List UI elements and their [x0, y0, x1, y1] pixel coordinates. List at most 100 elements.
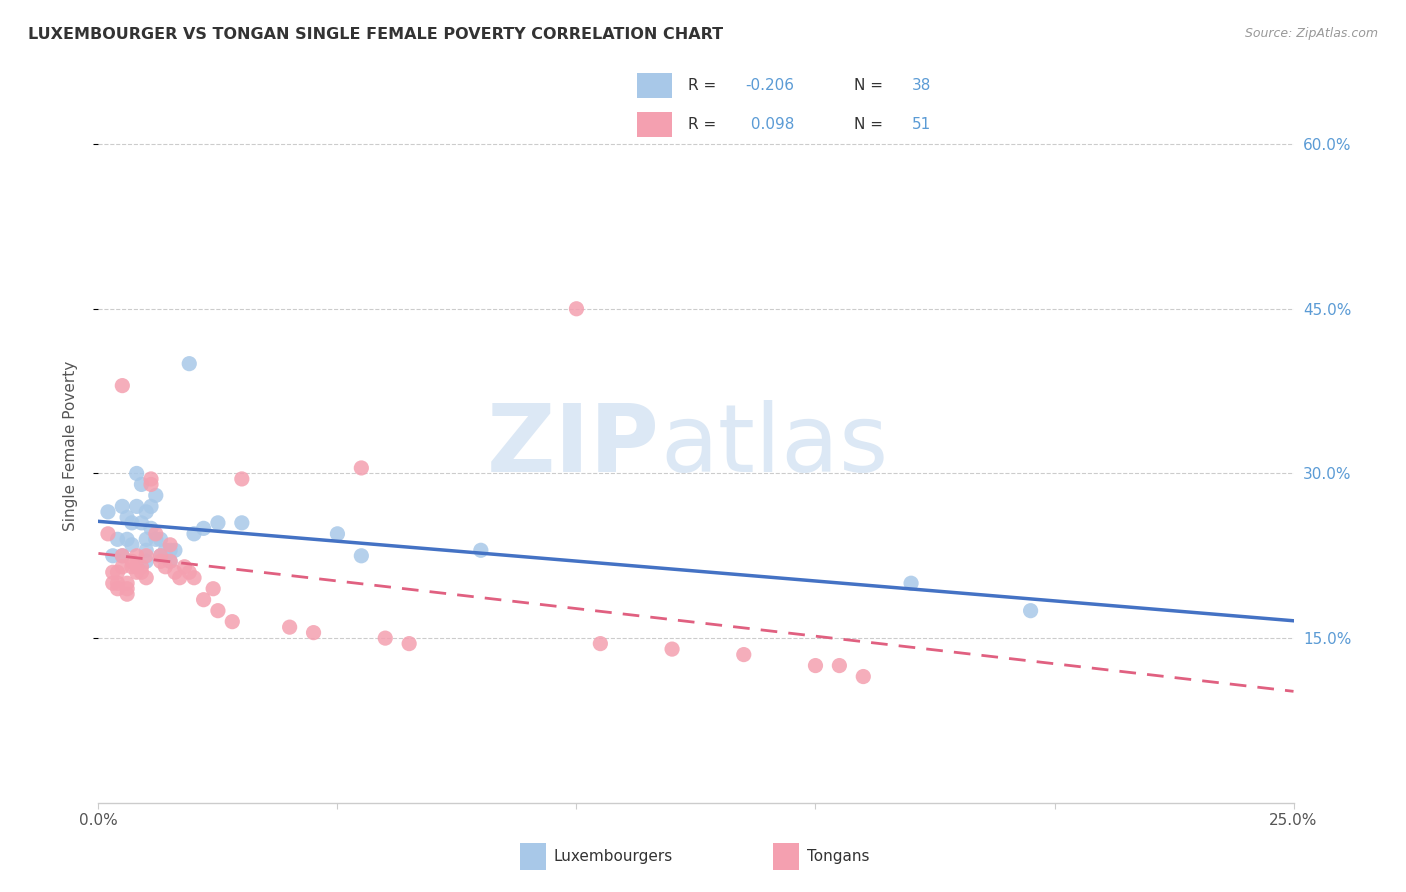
Point	[139, 472, 162, 486]
Point	[231, 472, 253, 486]
Point	[149, 554, 172, 568]
Point	[589, 637, 612, 651]
Text: ZIP: ZIP	[488, 400, 661, 492]
Point	[121, 516, 143, 530]
Point	[139, 477, 162, 491]
Point	[135, 571, 157, 585]
Point	[155, 559, 177, 574]
Point	[111, 549, 134, 563]
Point	[121, 559, 143, 574]
Point	[101, 549, 124, 563]
Point	[179, 357, 201, 371]
Point	[115, 533, 138, 547]
Point	[202, 582, 225, 596]
Point	[107, 566, 129, 580]
Point	[900, 576, 922, 591]
Text: R =: R =	[688, 117, 721, 132]
Point	[121, 538, 143, 552]
Point	[155, 549, 177, 563]
Point	[183, 571, 205, 585]
Point	[179, 566, 201, 580]
Point	[565, 301, 588, 316]
Point	[111, 559, 134, 574]
Point	[145, 533, 167, 547]
Point	[111, 378, 134, 392]
Point	[131, 566, 153, 580]
Point	[115, 576, 138, 591]
Point	[97, 505, 120, 519]
Point	[111, 549, 134, 563]
Point	[173, 559, 195, 574]
Point	[470, 543, 492, 558]
Point	[125, 549, 148, 563]
Point	[107, 582, 129, 596]
Point	[159, 554, 181, 568]
Point	[149, 533, 172, 547]
Point	[135, 543, 157, 558]
Point	[125, 559, 148, 574]
Point	[193, 521, 215, 535]
Text: Luxembourgers: Luxembourgers	[554, 849, 673, 863]
Point	[193, 592, 215, 607]
Bar	[637, 112, 672, 137]
Point	[111, 500, 134, 514]
Point	[350, 549, 373, 563]
Point	[121, 554, 143, 568]
Point	[131, 477, 153, 491]
Text: LUXEMBOURGER VS TONGAN SINGLE FEMALE POVERTY CORRELATION CHART: LUXEMBOURGER VS TONGAN SINGLE FEMALE POV…	[28, 27, 723, 42]
Y-axis label: Single Female Poverty: Single Female Poverty	[63, 361, 77, 531]
Point	[145, 526, 167, 541]
Point	[107, 576, 129, 591]
Bar	[637, 72, 672, 98]
Point	[163, 543, 186, 558]
Point	[149, 549, 172, 563]
Point	[155, 543, 177, 558]
Point	[145, 488, 167, 502]
Point	[302, 625, 325, 640]
Text: Tongans: Tongans	[807, 849, 869, 863]
Text: Source: ZipAtlas.com: Source: ZipAtlas.com	[1244, 27, 1378, 40]
Point	[398, 637, 420, 651]
Point	[131, 559, 153, 574]
Point	[125, 566, 148, 580]
Point	[231, 516, 253, 530]
Point	[135, 549, 157, 563]
Point	[107, 533, 129, 547]
Point	[101, 566, 124, 580]
Point	[135, 554, 157, 568]
Point	[374, 631, 396, 645]
Point	[828, 658, 851, 673]
Text: 0.098: 0.098	[745, 117, 794, 132]
Point	[207, 516, 229, 530]
Text: 38: 38	[911, 78, 931, 93]
Text: atlas: atlas	[661, 400, 889, 492]
Point	[115, 510, 138, 524]
Point	[131, 516, 153, 530]
Point	[125, 467, 148, 481]
Point	[135, 533, 157, 547]
Point	[149, 549, 172, 563]
Point	[115, 582, 138, 596]
Text: -0.206: -0.206	[745, 78, 794, 93]
Point	[115, 587, 138, 601]
Point	[183, 526, 205, 541]
Point	[1019, 604, 1042, 618]
Point	[159, 543, 181, 558]
Point	[97, 526, 120, 541]
Point	[139, 521, 162, 535]
Text: N =: N =	[853, 78, 887, 93]
Point	[350, 461, 373, 475]
Point	[221, 615, 243, 629]
Point	[733, 648, 755, 662]
Point	[139, 500, 162, 514]
Point	[326, 526, 349, 541]
Text: N =: N =	[853, 117, 887, 132]
Point	[125, 500, 148, 514]
Point	[804, 658, 827, 673]
Point	[207, 604, 229, 618]
Text: R =: R =	[688, 78, 721, 93]
Text: 51: 51	[911, 117, 931, 132]
Point	[169, 571, 191, 585]
Point	[135, 505, 157, 519]
Point	[101, 576, 124, 591]
